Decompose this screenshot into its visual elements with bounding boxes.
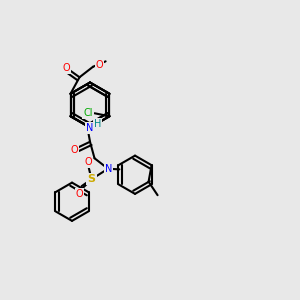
Text: N: N <box>86 123 94 133</box>
Text: N: N <box>105 164 112 174</box>
Text: O: O <box>76 189 83 199</box>
Text: O: O <box>96 60 104 70</box>
Text: O: O <box>63 63 70 73</box>
Text: H: H <box>94 119 101 129</box>
Text: S: S <box>88 174 95 184</box>
Text: O: O <box>85 157 92 167</box>
Text: Cl: Cl <box>83 108 93 118</box>
Text: O: O <box>70 145 78 155</box>
